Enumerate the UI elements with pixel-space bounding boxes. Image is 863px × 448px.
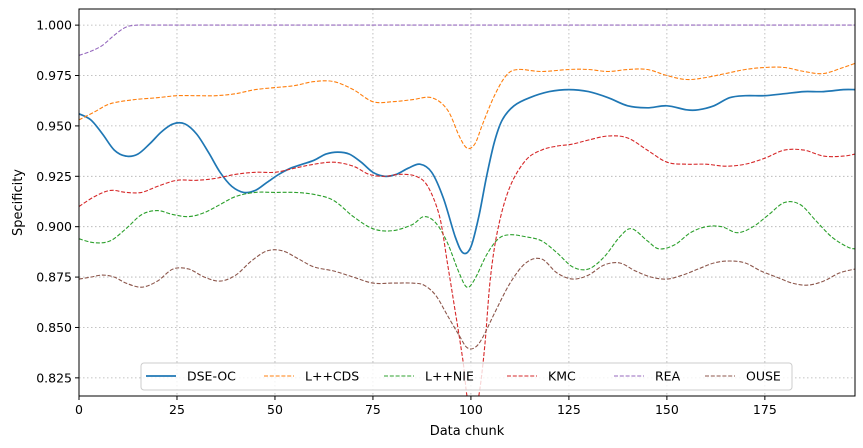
legend-label: L++CDS bbox=[305, 369, 359, 384]
series-line-ouse bbox=[79, 249, 855, 350]
legend-label: L++NIE bbox=[425, 369, 474, 384]
y-axis: 0.825 0.850 0.875 0.900 0.925 0.950 0.975 1.000 bbox=[36, 18, 79, 385]
plot-background bbox=[79, 9, 855, 396]
x-tick-label: 25 bbox=[169, 402, 185, 417]
y-tick-label: 0.825 bbox=[36, 370, 72, 385]
y-tick-label: 1.000 bbox=[36, 18, 72, 33]
x-axis: 0 25 50 75 100 125 150 175 bbox=[75, 396, 777, 417]
legend-label: REA bbox=[655, 369, 681, 384]
y-tick-label: 0.925 bbox=[36, 169, 72, 184]
x-tick-label: 175 bbox=[753, 402, 777, 417]
y-tick-label: 0.975 bbox=[36, 68, 72, 83]
series-line-dse-oc bbox=[79, 88, 855, 255]
legend-box bbox=[140, 362, 793, 391]
legend-label: OUSE bbox=[746, 369, 781, 384]
series-layer bbox=[79, 24, 855, 396]
x-tick-label: 100 bbox=[459, 402, 483, 417]
x-axis-title: Data chunk bbox=[430, 424, 505, 439]
series-line-kmc bbox=[79, 135, 855, 396]
legend-label: KMC bbox=[548, 369, 576, 384]
plot-frame bbox=[78, 8, 856, 397]
series-line-l-cds bbox=[79, 62, 855, 150]
y-tick-label: 0.850 bbox=[36, 320, 72, 335]
series-line-l-nie bbox=[79, 191, 855, 288]
x-tick-label: 125 bbox=[557, 402, 581, 417]
series-line-rea bbox=[79, 24, 855, 56]
y-axis-title: Specificity bbox=[11, 169, 26, 236]
legend-label: DSE-OC bbox=[187, 369, 236, 384]
x-tick-label: 150 bbox=[655, 402, 679, 417]
x-tick-label: 0 bbox=[75, 402, 83, 417]
y-tick-label: 0.950 bbox=[36, 118, 72, 133]
y-tick-label: 0.875 bbox=[36, 270, 72, 285]
x-tick-label: 75 bbox=[365, 402, 381, 417]
legend: DSE-OC L++CDS L++NIE KMC REA OUSE bbox=[140, 362, 793, 391]
x-tick-label: 50 bbox=[267, 402, 283, 417]
y-tick-label: 0.900 bbox=[36, 219, 72, 234]
